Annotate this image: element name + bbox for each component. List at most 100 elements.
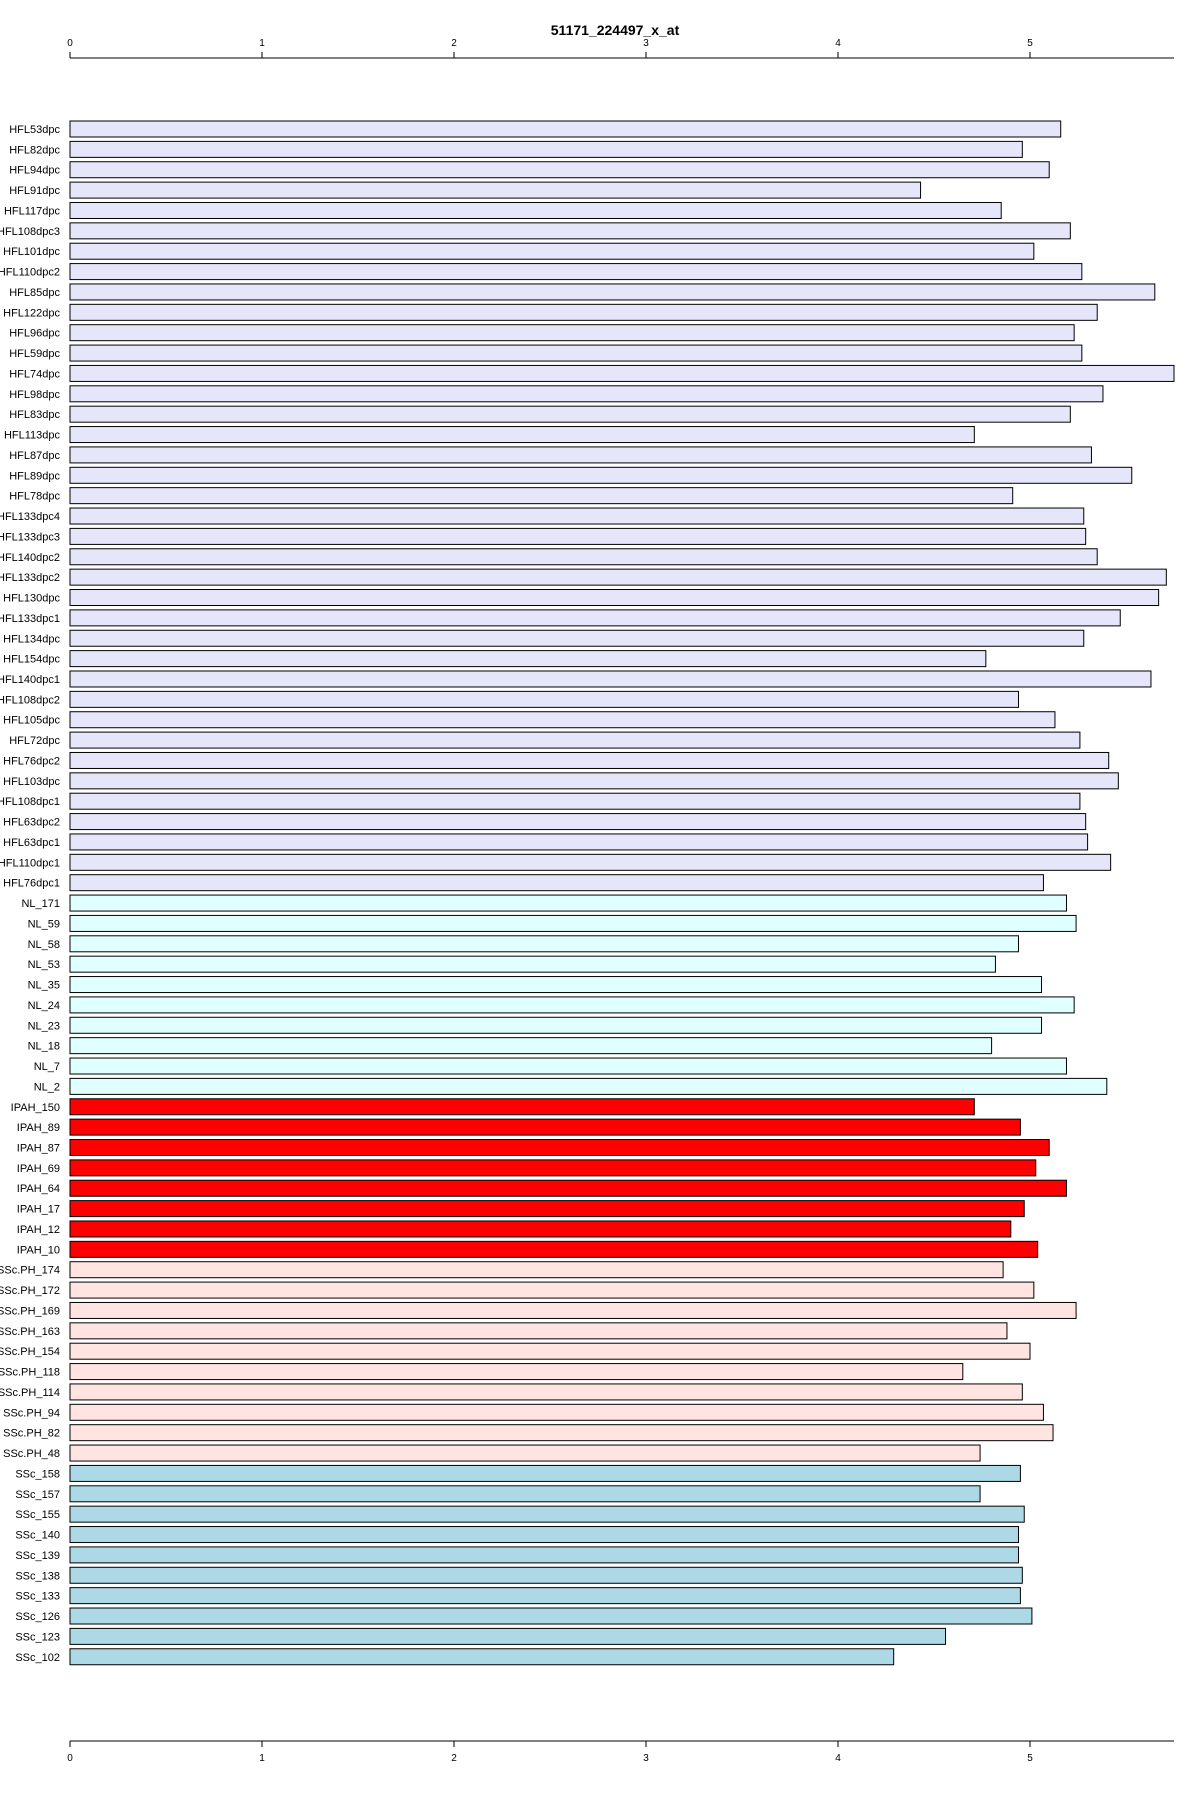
bottom-axis: 0 1 2 3 4 5 — [67, 1740, 1174, 1764]
category-label-SSc.PH_174: SSc.PH_174 — [0, 1265, 60, 1277]
bar-HFL91dpc — [69, 181, 922, 199]
category-label-HFL140dpc2: HFL140dpc2 — [0, 552, 60, 564]
bar-HFL108dpc2 — [69, 690, 1019, 708]
bar-HFL130dpc — [69, 589, 1160, 607]
category-label-SSc_102: SSc_102 — [15, 1652, 60, 1664]
category-label-HFL59dpc: HFL59dpc — [9, 348, 60, 360]
bar-HFL140dpc2 — [69, 548, 1098, 566]
bar-SSc_157 — [69, 1485, 981, 1503]
category-label-SSc.PH_94: SSc.PH_94 — [3, 1407, 60, 1419]
bar-HFL133dpc1 — [69, 609, 1121, 627]
category-label-NL_35: NL_35 — [28, 980, 60, 992]
bar-SSc.PH_154 — [69, 1342, 1031, 1360]
category-label-SSc_126: SSc_126 — [15, 1611, 60, 1623]
bar-IPAH_12 — [69, 1220, 1012, 1238]
bar-HFL63dpc2 — [69, 813, 1087, 831]
bar-IPAH_150 — [69, 1098, 975, 1116]
category-label-NL_2: NL_2 — [34, 1081, 60, 1093]
category-label-NL_18: NL_18 — [28, 1041, 60, 1053]
category-label-SSc.PH_163: SSc.PH_163 — [0, 1326, 60, 1338]
category-label-IPAH_64: IPAH_64 — [17, 1183, 60, 1195]
category-label-IPAH_17: IPAH_17 — [17, 1204, 60, 1216]
bar-HFL133dpc3 — [69, 527, 1087, 545]
chart-title: 51171_224497_x_at — [551, 22, 680, 38]
bar-SSc_133 — [69, 1587, 1021, 1605]
category-label-HFL72dpc: HFL72dpc — [9, 735, 60, 747]
category-label-HFL133dpc3: HFL133dpc3 — [0, 531, 60, 543]
bar-NL_7 — [69, 1057, 1067, 1075]
category-label-SSc_158: SSc_158 — [15, 1468, 60, 1480]
category-label-HFL89dpc: HFL89dpc — [9, 470, 60, 482]
bar-SSc_139 — [69, 1546, 1019, 1564]
bar-NL_171 — [69, 894, 1067, 912]
category-label-HFL103dpc: HFL103dpc — [3, 776, 60, 788]
category-label-HFL108dpc1: HFL108dpc1 — [0, 796, 60, 808]
category-label-HFL63dpc1: HFL63dpc1 — [3, 837, 60, 849]
bar-SSc.PH_163 — [69, 1322, 1008, 1340]
bar-SSc.PH_48 — [69, 1444, 981, 1462]
category-label-NL_58: NL_58 — [28, 939, 60, 951]
category-label-HFL78dpc: HFL78dpc — [9, 491, 60, 503]
top-tick-label-1: 1 — [259, 38, 265, 49]
bar-NL_23 — [69, 1016, 1043, 1034]
category-label-SSc.PH_169: SSc.PH_169 — [0, 1305, 60, 1317]
bar-HFL53dpc — [69, 120, 1062, 138]
bar-HFL74dpc — [69, 364, 1175, 382]
bar-HFL140dpc1 — [69, 670, 1152, 688]
bar-SSc_138 — [69, 1566, 1023, 1584]
category-label-IPAH_87: IPAH_87 — [17, 1143, 60, 1155]
bar-HFL76dpc2 — [69, 751, 1110, 769]
bar-NL_24 — [69, 996, 1075, 1014]
bar-HFL101dpc — [69, 242, 1035, 260]
bar-IPAH_69 — [69, 1159, 1037, 1177]
category-label-HFL76dpc1: HFL76dpc1 — [3, 878, 60, 890]
bar-HFL83dpc — [69, 405, 1071, 423]
category-label-SSc_157: SSc_157 — [15, 1489, 60, 1501]
bar-NL_58 — [69, 935, 1019, 953]
bar-SSc_126 — [69, 1607, 1033, 1625]
bar-NL_59 — [69, 914, 1077, 932]
category-label-HFL108dpc2: HFL108dpc2 — [0, 694, 60, 706]
category-label-HFL63dpc2: HFL63dpc2 — [3, 817, 60, 829]
bar-HFL89dpc — [69, 466, 1133, 484]
category-label-SSc_155: SSc_155 — [15, 1509, 60, 1521]
category-label-SSc.PH_48: SSc.PH_48 — [3, 1448, 60, 1460]
category-label-IPAH_12: IPAH_12 — [17, 1224, 60, 1236]
bar-HFL154dpc — [69, 650, 987, 668]
category-label-SSc.PH_118: SSc.PH_118 — [0, 1367, 60, 1379]
category-label-HFL122dpc: HFL122dpc — [3, 307, 60, 319]
bar-SSc.PH_118 — [69, 1363, 964, 1381]
bar-HFL82dpc — [69, 140, 1023, 158]
bar-HFL85dpc — [69, 283, 1156, 301]
top-tick-label-5: 5 — [1027, 38, 1033, 49]
bar-SSc.PH_169 — [69, 1301, 1077, 1319]
bar-HFL108dpc1 — [69, 792, 1081, 810]
category-label-HFL105dpc: HFL105dpc — [3, 715, 60, 727]
category-label-SSc_133: SSc_133 — [15, 1591, 60, 1603]
bar-SSc_123 — [69, 1627, 947, 1645]
top-tick-label-0: 0 — [67, 38, 73, 49]
bar-SSc_140 — [69, 1526, 1019, 1544]
bar-SSc_102 — [69, 1648, 895, 1666]
bottom-tick-label-5: 5 — [1027, 1753, 1033, 1764]
category-label-HFL76dpc2: HFL76dpc2 — [3, 755, 60, 767]
bar-HFL117dpc — [69, 201, 1002, 219]
category-label-HFL130dpc: HFL130dpc — [3, 593, 60, 605]
bar-HFL94dpc — [69, 161, 1050, 179]
category-label-NL_53: NL_53 — [28, 959, 60, 971]
bar-SSc.PH_114 — [69, 1383, 1023, 1401]
bar-HFL113dpc — [69, 426, 975, 444]
category-label-IPAH_10: IPAH_10 — [17, 1244, 60, 1256]
bar-HFL96dpc — [69, 324, 1075, 342]
bar-HFL110dpc2 — [69, 263, 1083, 281]
category-label-HFL96dpc: HFL96dpc — [9, 328, 60, 340]
category-label-IPAH_150: IPAH_150 — [11, 1102, 60, 1114]
bar-IPAH_89 — [69, 1118, 1021, 1136]
bar-HFL122dpc — [69, 303, 1098, 321]
category-label-HFL83dpc: HFL83dpc — [9, 409, 60, 421]
bottom-tick-label-1: 1 — [259, 1753, 265, 1764]
top-tick-label-2: 2 — [451, 38, 457, 49]
category-label-HFL91dpc: HFL91dpc — [9, 185, 60, 197]
bar-NL_53 — [69, 955, 996, 973]
